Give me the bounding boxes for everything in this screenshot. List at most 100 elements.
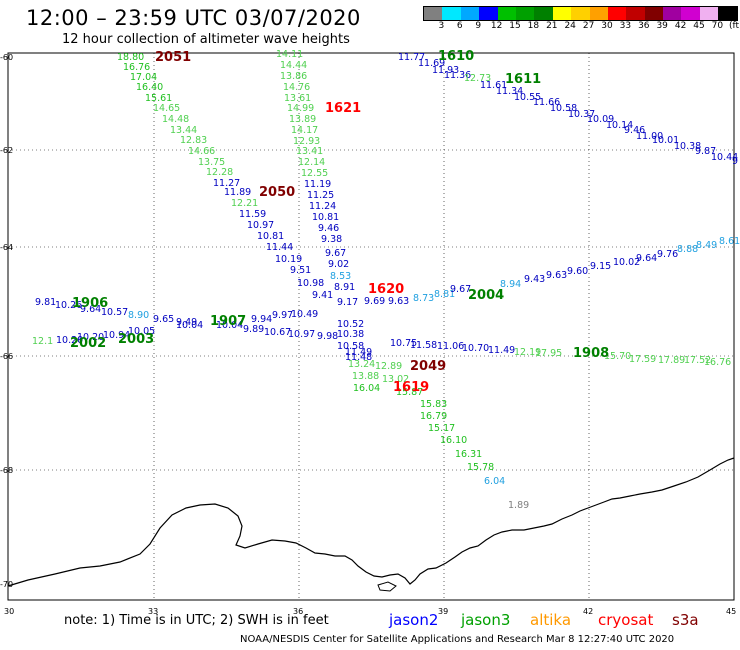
color-scale-label: 3 <box>438 21 445 31</box>
color-scale-label: 39 <box>656 21 668 31</box>
pass-label: 1906 <box>72 296 109 311</box>
wave-height-value: 9.46 <box>318 223 340 234</box>
map-subtitle: 12 hour collection of altimeter wave hei… <box>62 32 350 47</box>
color-swatch <box>607 7 627 20</box>
color-scale-label: (ft) <box>729 21 740 31</box>
legend-s3a: s3a <box>672 611 699 629</box>
wave-height-value: 18.80 <box>117 52 145 63</box>
wave-height-value: 10.75 <box>390 338 418 349</box>
lon-label: 30 <box>4 607 15 616</box>
wave-height-value: 11.48 <box>345 352 373 363</box>
lat-label: -68 <box>0 466 14 475</box>
wave-height-value: 13.44 <box>170 125 198 136</box>
wave-height-value: 11.49 <box>345 347 373 358</box>
pass-label: 2003 <box>118 332 155 347</box>
color-swatch <box>442 7 461 20</box>
wave-height-value: 10.04 <box>216 320 244 331</box>
wave-height-value: 11.27 <box>213 178 241 189</box>
wave-height-value: 16.76 <box>123 62 151 73</box>
wave-height-value: 10.44 <box>711 152 739 163</box>
wave-height-value: 10.52 <box>337 319 365 330</box>
wave-height-value: 10.19 <box>275 254 303 265</box>
wave-height-value: 1.89 <box>508 500 530 511</box>
wave-height-value: 12.89 <box>375 361 403 372</box>
wave-height-value: 11.61 <box>480 80 508 91</box>
pass-label: 1611 <box>505 72 542 87</box>
pass-label: 2050 <box>259 185 296 200</box>
wave-height-value: 17.59 <box>629 354 657 365</box>
wave-height-value: 11.93 <box>432 65 460 76</box>
wave-height-value: 11.34 <box>496 86 524 97</box>
wave-height-value: 8.53 <box>330 271 352 282</box>
wave-height-value: 11.59 <box>239 209 267 220</box>
wave-height-value: 17.04 <box>130 72 158 83</box>
wave-height-value: 12.28 <box>206 167 234 178</box>
color-swatch <box>589 7 608 20</box>
wave-height-value: 15.78 <box>467 462 495 473</box>
wave-height-value: 10.09 <box>587 114 615 125</box>
wave-height-value: 8.81 <box>434 289 456 300</box>
wave-height-value: 13.24 <box>348 359 376 370</box>
wave-height-value: 9.69 <box>364 296 386 307</box>
wave-height-value: 14.99 <box>287 103 315 114</box>
wave-height-value: 9.67 <box>450 284 472 295</box>
map-frame <box>7 52 735 601</box>
wave-height-value: 13.88 <box>352 371 380 382</box>
wave-height-value: 11.77 <box>398 52 426 63</box>
wave-height-value: 9.64 <box>80 304 102 315</box>
wave-height-value: 9.67 <box>325 248 347 259</box>
lon-label: 45 <box>726 607 737 616</box>
wave-height-value: 16.76 <box>704 357 732 368</box>
footer-note: note: 1) Time is in UTC; 2) SWH is in fe… <box>64 613 329 628</box>
legend-jason3: jason3 <box>461 611 511 629</box>
legend-altika: altika <box>530 611 572 629</box>
wave-height-value: 9.64 <box>636 253 658 264</box>
color-scale-label: 9 <box>475 21 482 31</box>
wave-height-value: 11.00 <box>636 131 664 142</box>
wave-height-value: 14.48 <box>162 114 190 125</box>
lon-label: 36 <box>293 607 304 616</box>
wave-height-value: 10.14 <box>606 120 634 131</box>
color-scale-label: 36 <box>638 21 650 31</box>
graticule <box>8 53 734 600</box>
color-scale-label: 30 <box>601 21 613 31</box>
wave-height-value: 10.58 <box>550 103 578 114</box>
lon-label: 33 <box>148 607 159 616</box>
wave-height-value: 9.76 <box>657 249 679 260</box>
wave-height-value: 9.46 <box>624 125 646 136</box>
color-swatch <box>552 7 572 20</box>
color-scale-label: 18 <box>527 21 540 31</box>
color-swatch <box>699 7 719 20</box>
wave-height-value: 11.24 <box>309 201 337 212</box>
wave-height-value: 10.04 <box>176 320 204 331</box>
wave-height-value: 17.52 <box>684 355 712 366</box>
lat-label: -60 <box>0 53 14 62</box>
wave-height-value: 15.83 <box>420 399 448 410</box>
color-scale-label: 6 <box>456 21 463 31</box>
color-scale-label: 45 <box>693 21 705 31</box>
color-scale-label: 70 <box>711 21 724 31</box>
wave-height-value: 8.61 <box>719 236 740 247</box>
lat-label: -70 <box>0 580 14 589</box>
wave-height-value: 15.17 <box>428 423 456 434</box>
wave-height-value: 12.73 <box>464 73 492 84</box>
wave-height-value: 10.57 <box>101 307 129 318</box>
wave-height-value: 10.81 <box>312 212 340 223</box>
wave-height-value: 9.02 <box>328 259 350 270</box>
color-scale-label: 21 <box>546 21 558 31</box>
wave-height-value: 9.43 <box>524 274 546 285</box>
wave-height-value: 13.89 <box>289 114 317 125</box>
wave-height-value: 8.90 <box>128 310 150 321</box>
wave-height-value: 9.87 <box>695 146 717 157</box>
wave-height-value: 11.44 <box>266 242 294 253</box>
color-swatch <box>515 7 535 20</box>
wave-height-value: 12.21 <box>231 198 259 209</box>
wave-height-value: 8.91 <box>334 282 356 293</box>
color-scale-label: 15 <box>509 21 521 31</box>
lon-label: 42 <box>583 607 594 616</box>
wave-height-value: 10.20 <box>56 335 84 346</box>
wave-height-value: 10.20 <box>77 332 105 343</box>
wave-height-value: 14.66 <box>188 146 216 157</box>
pass-label: 2002 <box>70 336 107 351</box>
